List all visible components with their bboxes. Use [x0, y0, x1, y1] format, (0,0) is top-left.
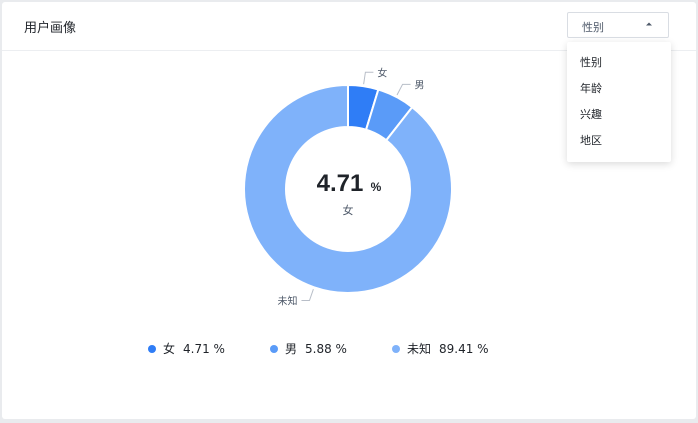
slice-label-male: 男 — [415, 79, 425, 91]
legend-label: 未知 — [407, 342, 432, 356]
legend-dot-female — [148, 345, 156, 353]
legend-label: 女 — [163, 342, 176, 356]
legend-dot-unknown — [392, 345, 400, 353]
legend-dot-male — [270, 345, 278, 353]
leader-line-female — [363, 71, 374, 85]
chart-legend: 女 4.71 % 男 5.88 % 未知 89.41 % — [2, 340, 696, 356]
legend-label: 男 — [285, 342, 298, 356]
legend-item-unknown[interactable]: 未知 89.41 % — [392, 340, 489, 356]
legend-item-female[interactable]: 女 4.71 % — [148, 340, 225, 356]
legend-item-male[interactable]: 男 5.88 % — [270, 340, 347, 356]
slice-label-unknown: 未知 — [277, 295, 297, 308]
legend-value: 5.88 % — [305, 342, 347, 356]
donut-slice-unknown[interactable] — [243, 83, 453, 294]
menu-item-region[interactable]: 地区 — [580, 134, 602, 147]
center-label: 女 — [343, 203, 354, 217]
leader-line-unknown — [301, 289, 314, 302]
dimension-dropdown-menu: 性别 年龄 兴趣 地区 — [567, 42, 671, 162]
menu-item-gender[interactable]: 性别 — [580, 56, 602, 69]
dimension-select-value: 性别 — [582, 21, 604, 34]
menu-item-age[interactable]: 年龄 — [580, 82, 602, 95]
menu-item-interest[interactable]: 兴趣 — [580, 108, 602, 121]
dimension-select[interactable]: 性别 — [567, 12, 669, 38]
legend-value: 89.41 % — [439, 342, 489, 356]
legend-value: 4.71 % — [183, 342, 225, 356]
slice-label-female: 女 — [377, 66, 387, 79]
center-unit: % — [371, 180, 382, 194]
leader-line-male — [396, 83, 411, 96]
card-header: 用户画像 性别 — [2, 2, 696, 51]
chevron-up-icon — [646, 22, 652, 26]
center-value: 4.71 — [317, 170, 364, 197]
page-title: 用户画像 — [24, 21, 77, 36]
